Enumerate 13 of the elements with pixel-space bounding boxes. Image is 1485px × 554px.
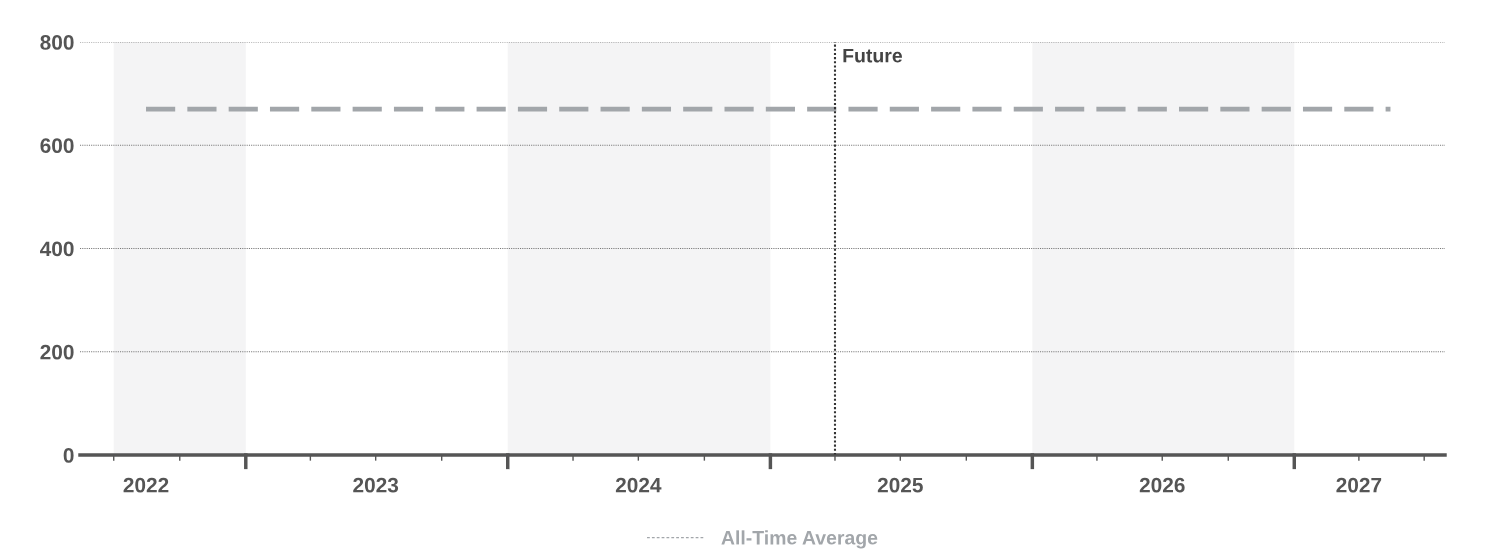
y-tick-label: 200 <box>40 344 74 360</box>
legend-label: All-Time Average <box>721 530 878 549</box>
y-tick-label: 600 <box>40 138 74 153</box>
x-tick-label: 2024 <box>615 477 662 493</box>
y-tick-label: 400 <box>40 241 74 257</box>
x-tick-label: 2026 <box>1139 477 1185 493</box>
x-tick-label: 2022 <box>123 477 169 493</box>
y-tick-label: 0 <box>63 448 74 463</box>
x-tick-label: 2023 <box>353 477 399 493</box>
x-tick-label: 2027 <box>1336 477 1382 493</box>
ref-line-label: Future <box>843 48 902 63</box>
x-tick-label: 2025 <box>877 477 923 493</box>
y-tick-label: 800 <box>40 35 74 50</box>
